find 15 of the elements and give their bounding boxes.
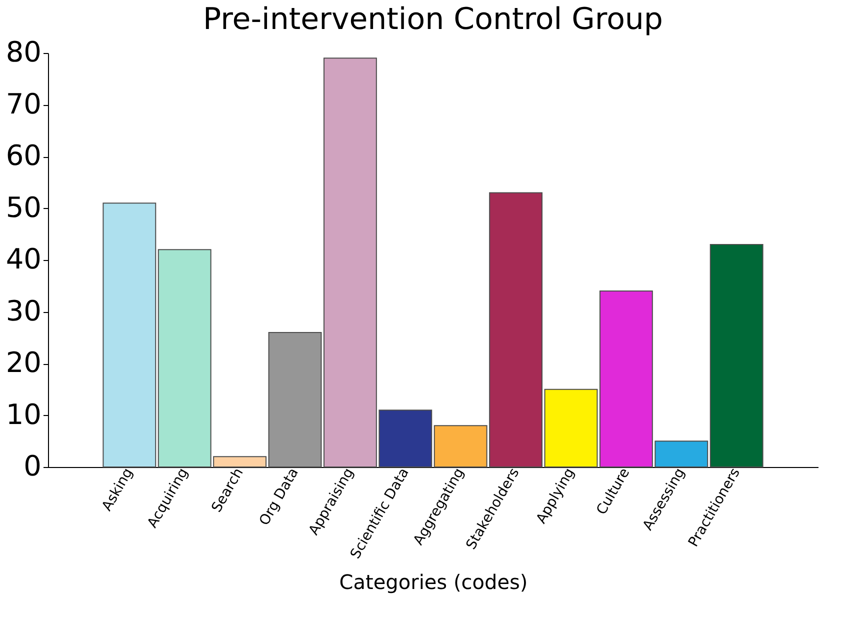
y-tick-label: 50: [6, 190, 42, 224]
y-tick-label: 80: [6, 36, 42, 68]
y-tick-label: 30: [6, 294, 42, 328]
y-tick-label: 10: [6, 398, 42, 431]
y-tick-label: 20: [6, 346, 42, 379]
x-axis-title: Categories (codes): [339, 570, 528, 594]
y-tick-label: 0: [24, 450, 42, 482]
bar: [544, 388, 598, 468]
y-tick-label: 60: [6, 139, 42, 172]
y-tick-label: 40: [6, 242, 42, 276]
bar: [710, 244, 764, 468]
bar: [268, 332, 322, 468]
y-tick-label: 70: [6, 87, 42, 120]
chart-title: Pre-intervention Control Group: [203, 2, 663, 37]
bar: [102, 202, 156, 468]
